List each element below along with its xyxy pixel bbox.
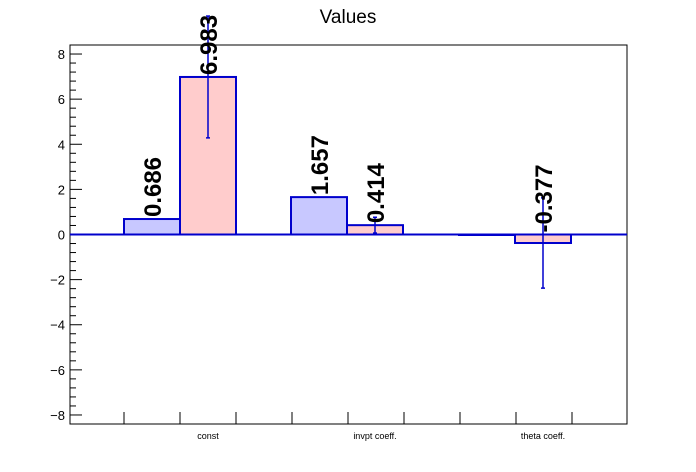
bar (123, 218, 181, 236)
data-label: 0.686 (140, 157, 167, 217)
y-tick-label: −4 (50, 318, 65, 333)
plot-area: −8 −6 −4 −2 0 2 4 6 8 const invpt coeff. theta coef… (50, 15, 628, 441)
data-label: 1.657 (307, 135, 334, 195)
x-category-label: const (197, 431, 219, 441)
x-category-label: theta coeff. (521, 431, 565, 441)
y-tick-label: 2 (58, 182, 65, 197)
y-tick-label: 0 (58, 228, 65, 243)
bar (290, 196, 348, 236)
y-tick-label: 6 (58, 92, 65, 107)
data-label: -0.377 (531, 164, 558, 232)
y-tick-label: −8 (50, 408, 65, 423)
x-category-label: invpt coeff. (353, 431, 396, 441)
data-label: 6.983 (196, 15, 223, 75)
y-tick-label: −2 (50, 273, 65, 288)
y-tick-label: −6 (50, 363, 65, 378)
y-tick-label: 8 (58, 47, 65, 62)
y-tick-label: 4 (58, 137, 65, 152)
data-label: 0.414 (363, 162, 390, 223)
chart-title: Values (320, 7, 377, 28)
